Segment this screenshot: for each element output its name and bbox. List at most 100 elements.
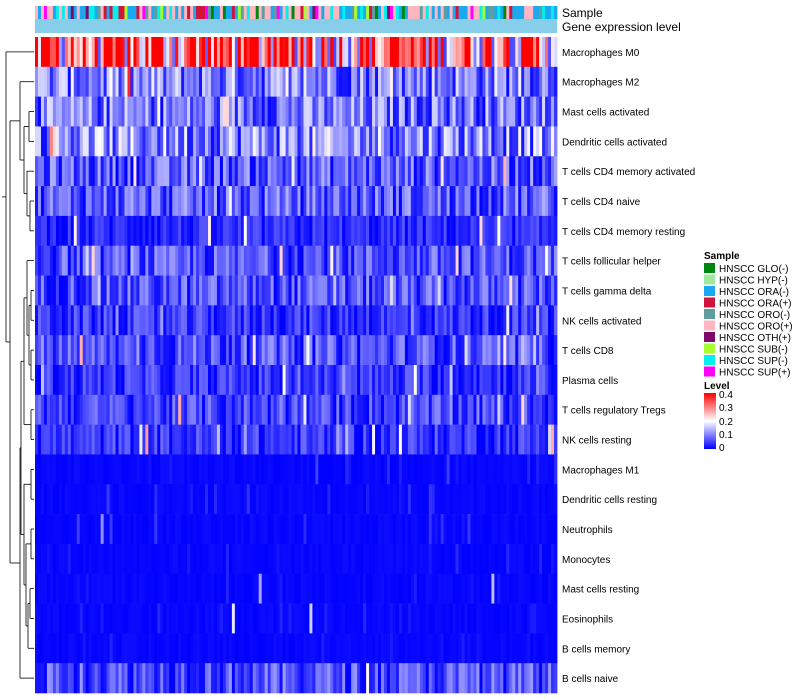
heatmap-cell bbox=[395, 66, 400, 97]
heatmap-cell bbox=[431, 484, 436, 515]
heatmap-cell bbox=[76, 66, 81, 97]
heatmap-cell bbox=[425, 126, 430, 157]
heatmap-cell bbox=[294, 215, 298, 247]
heatmap-cell bbox=[145, 543, 149, 575]
heatmap-cell bbox=[464, 186, 468, 217]
sample-annotation-cell bbox=[533, 6, 537, 19]
sample-annotation-cell bbox=[491, 6, 495, 19]
heatmap-cell bbox=[255, 633, 260, 664]
heatmap-cell bbox=[273, 37, 278, 68]
heatmap-cell bbox=[348, 365, 352, 396]
heatmap-cell bbox=[300, 454, 304, 485]
heatmap-cell bbox=[196, 37, 200, 68]
heatmap-cell bbox=[261, 424, 266, 455]
heatmap-cell bbox=[336, 543, 340, 575]
heatmap-cell bbox=[246, 365, 251, 396]
heatmap-cell bbox=[61, 484, 66, 515]
heatmap-cell bbox=[354, 573, 358, 604]
heatmap-cell bbox=[222, 156, 227, 187]
heatmap-cell bbox=[199, 275, 203, 306]
heatmap-cell bbox=[464, 514, 468, 545]
heatmap-cell bbox=[240, 305, 245, 336]
heatmap-cell bbox=[470, 454, 474, 485]
heatmap-cell bbox=[55, 215, 60, 247]
sample-annotation-cell bbox=[291, 6, 295, 19]
heatmap-cell bbox=[524, 514, 528, 545]
heatmap-cell bbox=[303, 543, 307, 575]
heatmap-cell bbox=[234, 126, 239, 157]
heatmap-cell bbox=[199, 514, 203, 545]
heatmap-cell bbox=[372, 603, 376, 634]
heatmap-cell bbox=[446, 126, 451, 157]
heatmap-cell bbox=[61, 394, 66, 425]
heatmap-cell bbox=[103, 96, 107, 127]
heatmap-cell bbox=[494, 663, 498, 694]
heatmap-cell bbox=[464, 275, 468, 306]
heatmap-cell bbox=[237, 156, 242, 187]
heatmap-cell bbox=[205, 156, 209, 187]
sample-annotation-cell bbox=[440, 6, 445, 19]
heatmap-cell bbox=[533, 663, 537, 694]
heatmap-cell bbox=[267, 365, 272, 396]
heatmap-cell bbox=[348, 215, 352, 247]
heatmap-cell bbox=[434, 573, 439, 604]
heatmap-cell bbox=[485, 365, 489, 396]
heatmap-cell bbox=[527, 275, 531, 306]
heatmap-cell bbox=[178, 514, 182, 545]
heatmap-cell bbox=[461, 633, 465, 664]
heatmap-cell bbox=[372, 514, 376, 545]
heatmap-cell bbox=[43, 305, 48, 336]
heatmap-cell bbox=[225, 603, 230, 634]
heatmap-cell bbox=[434, 365, 439, 396]
heatmap-cell bbox=[345, 543, 349, 575]
heatmap-cell bbox=[291, 514, 295, 545]
heatmap-cell bbox=[246, 394, 251, 425]
heatmap-cell bbox=[497, 365, 501, 396]
heatmap-cell bbox=[518, 365, 522, 396]
heatmap-cell bbox=[506, 365, 510, 396]
heatmap-cell bbox=[199, 126, 203, 157]
heatmap-cell bbox=[187, 484, 191, 515]
heatmap-cell bbox=[76, 275, 81, 306]
heatmap-cell bbox=[542, 186, 546, 217]
heatmap-cell bbox=[160, 215, 164, 247]
heatmap-cell bbox=[213, 394, 218, 425]
heatmap-cell bbox=[554, 394, 558, 425]
heatmap-cell bbox=[172, 335, 176, 366]
heatmap-cell bbox=[219, 156, 224, 187]
heatmap-cell bbox=[231, 305, 236, 336]
heatmap-cell bbox=[500, 96, 504, 127]
heatmap-cell bbox=[255, 543, 260, 575]
heatmap-cell bbox=[46, 96, 51, 127]
sample-annotation-cell bbox=[154, 6, 158, 19]
heatmap-cell bbox=[225, 186, 230, 217]
heatmap-cell bbox=[339, 186, 343, 217]
heatmap-cell bbox=[389, 305, 394, 336]
heatmap-cell bbox=[342, 37, 346, 68]
heatmap-cell bbox=[530, 96, 534, 127]
heatmap-cell bbox=[455, 633, 459, 664]
heatmap-cell bbox=[524, 335, 528, 366]
heatmap-cell bbox=[363, 156, 367, 187]
heatmap-cell bbox=[455, 275, 459, 306]
heatmap-cell bbox=[255, 394, 260, 425]
heatmap-cell bbox=[148, 394, 152, 425]
heatmap-cell bbox=[386, 394, 391, 425]
heatmap-cell bbox=[360, 394, 364, 425]
heatmap-cell bbox=[360, 663, 364, 694]
heatmap-cell bbox=[243, 484, 248, 515]
heatmap-cell bbox=[133, 394, 137, 425]
heatmap-cell bbox=[43, 394, 48, 425]
heatmap-cell bbox=[530, 126, 534, 157]
heatmap-cell bbox=[440, 514, 445, 545]
heatmap-cell bbox=[264, 37, 269, 68]
heatmap-cell bbox=[216, 514, 221, 545]
heatmap-cell bbox=[416, 573, 421, 604]
heatmap-cell bbox=[49, 365, 54, 396]
heatmap-cell bbox=[461, 156, 465, 187]
heatmap-cell bbox=[404, 573, 409, 604]
heatmap-cell bbox=[73, 126, 78, 157]
heatmap-cell bbox=[94, 186, 99, 217]
heatmap-cell bbox=[345, 305, 349, 336]
heatmap-cell bbox=[542, 543, 546, 575]
